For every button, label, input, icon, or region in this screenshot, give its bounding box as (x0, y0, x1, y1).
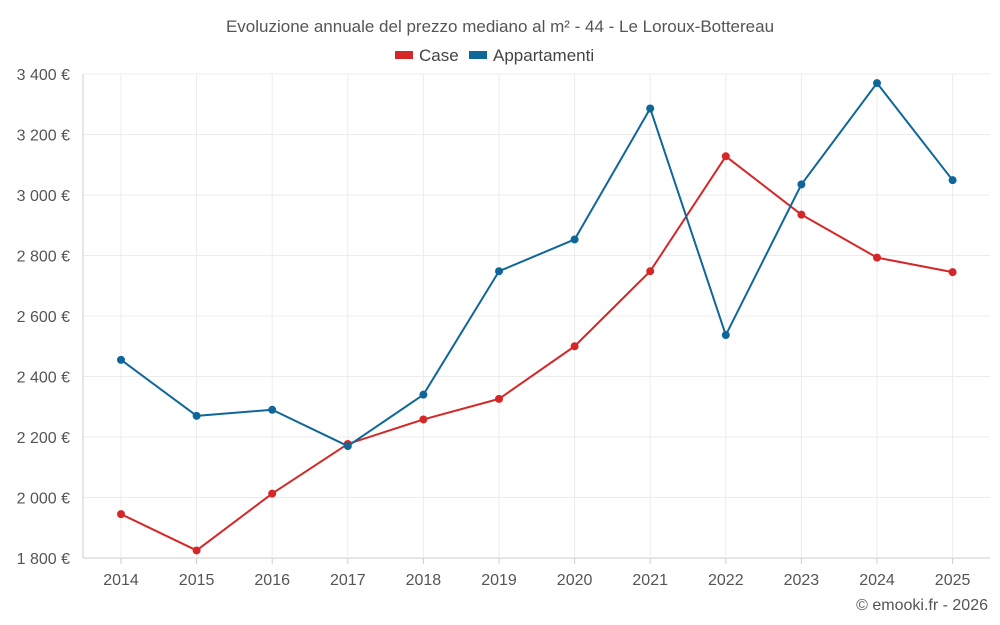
data-point-case-2021 (646, 267, 655, 276)
x-tick-label: 2019 (481, 572, 517, 589)
legend-label-appartamenti: Appartamenti (493, 46, 594, 65)
x-tick-label: 2016 (254, 572, 290, 589)
data-point-case-2023 (797, 210, 806, 219)
data-point-appartamenti-2022 (721, 331, 730, 340)
data-point-appartamenti-2017 (343, 442, 352, 451)
y-tick-label: 1 800 € (17, 551, 70, 568)
x-tick-label: 2015 (179, 572, 215, 589)
x-tick-label: 2020 (557, 572, 593, 589)
data-point-case-2022 (721, 152, 730, 161)
y-tick-label: 2 600 € (17, 309, 70, 326)
y-tick-label: 2 400 € (17, 370, 70, 387)
y-tick-label: 3 000 € (17, 188, 70, 205)
series-line-appartamenti (120, 82, 954, 448)
x-tick-label: 2025 (935, 572, 971, 589)
series-case (117, 152, 957, 555)
data-point-case-2016 (268, 489, 277, 498)
data-point-appartamenti-2025 (948, 176, 957, 185)
x-tick-label: 2021 (632, 572, 668, 589)
data-point-appartamenti-2015 (192, 411, 201, 420)
credit-text: © emooki.fr - 2026 (856, 597, 988, 614)
legend-label-case: Case (419, 46, 459, 65)
x-tick-label: 2018 (406, 572, 442, 589)
data-point-appartamenti-2021 (646, 104, 655, 113)
data-point-case-2018 (419, 415, 428, 424)
data-point-case-2024 (873, 253, 881, 262)
x-tick-label: 2023 (784, 572, 820, 589)
legend-item-appartamenti[interactable]: Appartamenti (469, 46, 594, 65)
data-point-appartamenti-2016 (268, 405, 277, 414)
data-point-appartamenti-2019 (495, 267, 503, 276)
data-point-appartamenti-2024 (873, 79, 881, 88)
data-point-case-2014 (117, 510, 125, 519)
axes: 1 800 € 2 000 € 2 200 € 2 400 € 2 600 € 2 800… (17, 67, 971, 589)
legend-item-case[interactable]: Case (395, 46, 459, 65)
grid (83, 73, 990, 559)
data-point-appartamenti-2020 (570, 235, 579, 244)
x-tick-label: 2014 (103, 572, 139, 589)
data-point-appartamenti-2018 (419, 390, 428, 399)
chart-title: Evoluzione annuale del prezzo mediano al… (226, 17, 774, 36)
x-tick-label: 2022 (708, 572, 744, 589)
y-tick-label: 2 200 € (17, 430, 70, 447)
legend-swatch-case (395, 51, 413, 59)
y-tick-label: 3 400 € (17, 67, 70, 84)
x-tick-label: 2024 (859, 572, 895, 589)
y-tick-label: 2 000 € (17, 491, 70, 508)
series-line-case (120, 155, 953, 552)
series (117, 79, 957, 555)
data-point-case-2025 (948, 268, 957, 277)
series-appartamenti (117, 79, 957, 451)
data-point-appartamenti-2023 (797, 180, 806, 189)
data-point-case-2020 (570, 342, 579, 351)
legend: Case Appartamenti (395, 46, 594, 65)
x-tick-label: 2017 (330, 572, 366, 589)
data-point-appartamenti-2014 (117, 355, 125, 364)
data-point-case-2015 (192, 546, 201, 555)
data-point-case-2019 (495, 394, 503, 403)
legend-swatch-appartamenti (469, 51, 487, 59)
y-tick-label: 2 800 € (17, 249, 70, 266)
y-tick-label: 3 200 € (17, 128, 70, 145)
